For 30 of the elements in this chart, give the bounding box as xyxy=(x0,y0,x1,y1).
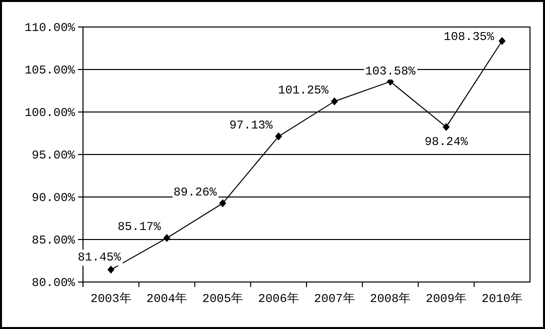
y-tick-label: 100.00% xyxy=(24,106,76,120)
data-label: 81.45% xyxy=(78,250,122,265)
x-tick-label: 2006年 xyxy=(258,292,299,306)
y-tick-label: 80.00% xyxy=(32,276,76,290)
x-tick-label: 2005年 xyxy=(202,292,244,306)
point xyxy=(275,132,282,140)
point xyxy=(219,199,226,208)
y-tick-label: 95.00% xyxy=(32,148,76,162)
x-tick-label: 2009年 xyxy=(426,292,467,306)
x-tick-label: 2004年 xyxy=(146,292,188,306)
y-tick-label: 85.00% xyxy=(32,234,76,248)
data-label: 101.25% xyxy=(278,83,330,98)
data-label: 103.58% xyxy=(365,64,416,79)
point xyxy=(442,122,450,131)
x-tick-label: 2010年 xyxy=(482,292,522,306)
data-label: 108.35% xyxy=(444,30,495,44)
point xyxy=(163,234,170,242)
point xyxy=(107,266,114,274)
data-label: 89.26% xyxy=(173,185,218,200)
point xyxy=(330,97,338,106)
x-tick-label: 2003年 xyxy=(90,292,132,306)
x-tick-label: 2007年 xyxy=(314,292,355,306)
point xyxy=(498,37,506,46)
data-label: 98.24% xyxy=(424,134,469,149)
data-label: 97.13% xyxy=(229,118,274,132)
y-tick-label: 90.00% xyxy=(32,191,76,205)
x-tick-label: 2008年 xyxy=(370,292,411,306)
y-tick-label: 105.00% xyxy=(24,64,76,78)
y-tick-label: 110.00% xyxy=(24,21,76,35)
data-label: 85.17% xyxy=(118,220,162,234)
